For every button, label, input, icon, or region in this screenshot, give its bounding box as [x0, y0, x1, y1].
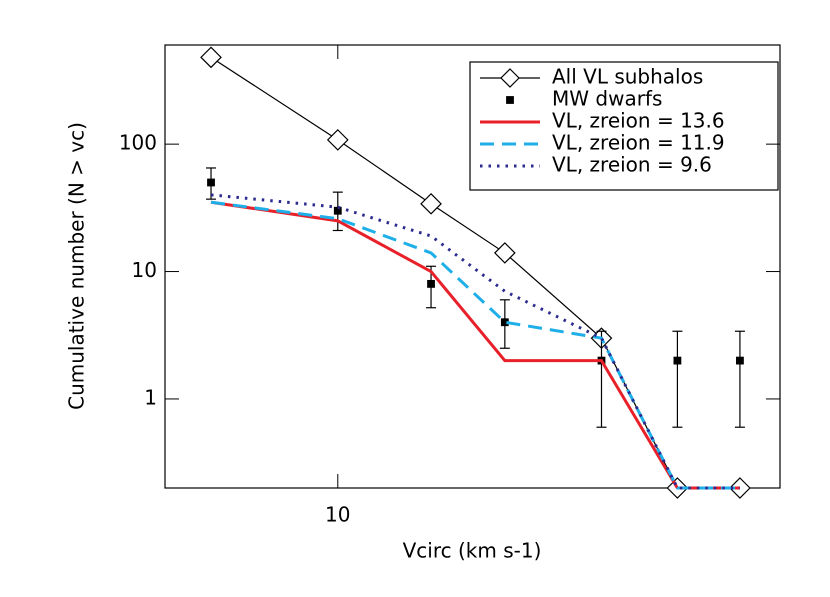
x-axis-label: Vcirc (km s-1) — [403, 539, 542, 563]
series-line — [210, 200, 740, 490]
y-tick-label: 100 — [119, 131, 157, 155]
square-marker — [427, 279, 435, 288]
square-marker — [333, 206, 342, 215]
y-axis-label: Cumulative number (N > vc) — [65, 122, 89, 410]
legend-label: VL, zreion = 9.6 — [552, 153, 712, 177]
diamond-marker — [200, 46, 222, 69]
legend-label: VL, zreion = 11.9 — [552, 131, 725, 155]
legend-label: MW dwarfs — [552, 87, 662, 111]
square-marker — [736, 356, 744, 365]
y-tick-label: 1 — [144, 385, 157, 409]
legend-label: All VL subhalos — [552, 65, 703, 89]
series-line — [210, 193, 740, 490]
series-line — [210, 200, 740, 490]
square-marker — [207, 178, 215, 187]
x-tick-label: 10 — [325, 503, 350, 527]
square-marker — [500, 318, 509, 327]
plot-frame — [164, 44, 781, 489]
legend-marker — [506, 96, 514, 104]
diamond-marker — [493, 242, 516, 264]
legend-box — [469, 61, 779, 191]
legend-label: VL, zreion = 13.6 — [552, 109, 725, 133]
y-tick-label: 10 — [132, 258, 157, 282]
diamond-marker — [420, 192, 442, 215]
diamond-marker — [326, 129, 349, 151]
square-marker — [673, 356, 682, 365]
legend-marker — [500, 68, 520, 88]
